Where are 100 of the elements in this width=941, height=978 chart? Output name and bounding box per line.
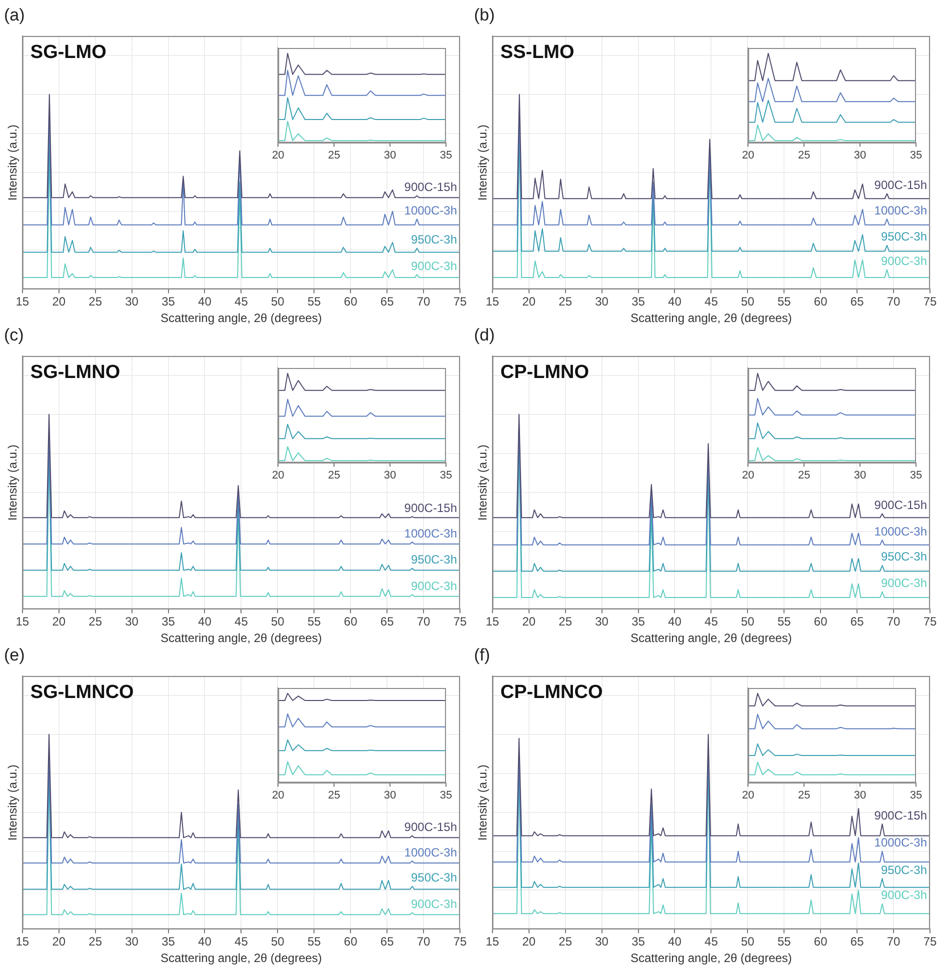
chart-subtitle: SS-LMO xyxy=(500,42,574,64)
x-tick-label: 50 xyxy=(270,294,285,309)
x-tick-label: 20 xyxy=(272,149,284,162)
x-tick-label: 25 xyxy=(798,469,810,482)
x-tick-label: 50 xyxy=(270,934,285,949)
x-tick-label: 60 xyxy=(814,614,828,629)
x-tick-label: 55 xyxy=(307,294,322,309)
y-axis-title: Intensity (a.u.) xyxy=(476,444,490,521)
x-tick-label: 25 xyxy=(328,469,340,482)
x-tick-label: 45 xyxy=(234,294,248,309)
series-label: 900C-3h xyxy=(880,576,927,590)
x-tick-label: 55 xyxy=(777,614,792,629)
x-tick-label: 25 xyxy=(88,934,102,949)
x-tick-label: 45 xyxy=(704,934,718,949)
x-tick-label: 25 xyxy=(558,294,572,309)
x-tick-label: 20 xyxy=(272,789,284,802)
chart-title: (a) xyxy=(4,6,25,25)
series-label: 900C-3h xyxy=(880,254,927,268)
x-tick-label: 40 xyxy=(198,934,212,949)
chart-title: (d) xyxy=(474,326,495,345)
x-tick-label: 65 xyxy=(380,934,394,949)
x-tick-label: 65 xyxy=(380,614,394,629)
x-tick-label: 15 xyxy=(486,614,500,629)
x-tick-label: 55 xyxy=(777,934,792,949)
y-axis-title: Intensity (a.u.) xyxy=(6,124,20,201)
x-tick-label: 70 xyxy=(886,614,901,629)
x-tick-label: 30 xyxy=(384,469,396,482)
chart-subtitle: CP-LMNCO xyxy=(500,682,603,704)
x-tick-label: 35 xyxy=(440,149,452,162)
x-tick-label: 15 xyxy=(16,934,30,949)
x-tick-label: 35 xyxy=(632,934,646,949)
series-label: 900C-15h xyxy=(874,178,927,192)
x-tick-label: 35 xyxy=(632,614,646,629)
series-label: 900C-15h xyxy=(874,808,927,822)
x-tick-label: 40 xyxy=(668,614,682,629)
x-tick-label: 20 xyxy=(522,934,536,949)
x-tick-label: 40 xyxy=(668,294,682,309)
x-tick-label: 25 xyxy=(88,614,102,629)
x-tick-label: 50 xyxy=(740,294,755,309)
x-axis-title: Scattering angle, 2θ (degrees) xyxy=(160,311,322,326)
x-tick-label: 55 xyxy=(307,934,322,949)
chart-title: (f) xyxy=(474,646,490,665)
series-label: 950C-3h xyxy=(410,870,457,885)
x-tick-label: 35 xyxy=(632,294,646,309)
x-tick-label: 25 xyxy=(88,294,102,309)
chart-subtitle: CP-LMNO xyxy=(500,362,590,384)
x-tick-label: 30 xyxy=(125,294,139,309)
series-label: 950C-3h xyxy=(880,550,927,564)
x-tick-label: 35 xyxy=(910,149,922,162)
x-axis-title: Scattering angle, 2θ (degrees) xyxy=(160,951,322,966)
series-label: 900C-3h xyxy=(880,888,927,902)
x-tick-label: 75 xyxy=(453,614,467,629)
x-tick-label: 20 xyxy=(272,469,284,482)
x-tick-label: 30 xyxy=(854,789,866,802)
series-label: 950C-3h xyxy=(410,552,457,567)
x-tick-label: 45 xyxy=(704,294,718,309)
x-tick-label: 40 xyxy=(668,934,682,949)
x-tick-label: 30 xyxy=(125,614,139,629)
x-tick-label: 30 xyxy=(595,294,609,309)
x-tick-label: 70 xyxy=(416,934,431,949)
x-tick-label: 65 xyxy=(850,934,864,949)
x-tick-label: 20 xyxy=(52,614,66,629)
series-label: 1000C-3h xyxy=(874,524,927,538)
x-tick-label: 75 xyxy=(923,934,937,949)
x-axis-title: Scattering angle, 2θ (degrees) xyxy=(630,951,792,966)
x-tick-label: 15 xyxy=(16,614,30,629)
x-tick-label: 60 xyxy=(344,294,358,309)
x-tick-label: 30 xyxy=(595,614,609,629)
x-tick-label: 40 xyxy=(198,294,212,309)
x-tick-label: 15 xyxy=(16,294,30,309)
series-label: 1000C-3h xyxy=(874,836,927,850)
x-tick-label: 25 xyxy=(328,789,340,802)
series-label: 950C-3h xyxy=(880,230,927,244)
x-tick-label: 25 xyxy=(798,149,810,162)
x-tick-label: 75 xyxy=(923,614,937,629)
y-axis-title: Intensity (a.u.) xyxy=(6,764,20,841)
y-axis-title: Intensity (a.u.) xyxy=(6,444,20,521)
x-tick-label: 20 xyxy=(522,294,536,309)
x-tick-label: 25 xyxy=(558,934,572,949)
chart-subtitle: SG-LMNO xyxy=(30,362,120,384)
y-axis-title: Intensity (a.u.) xyxy=(476,764,490,841)
x-tick-label: 30 xyxy=(854,469,866,482)
x-tick-label: 30 xyxy=(125,934,139,949)
x-tick-label: 35 xyxy=(910,469,922,482)
x-tick-label: 60 xyxy=(814,294,828,309)
chart-subtitle: SG-LMNCO xyxy=(30,682,134,704)
x-tick-label: 50 xyxy=(740,614,755,629)
x-tick-label: 35 xyxy=(162,294,176,309)
x-tick-label: 25 xyxy=(328,149,340,162)
x-tick-label: 60 xyxy=(814,934,828,949)
x-tick-label: 25 xyxy=(798,789,810,802)
x-tick-label: 45 xyxy=(234,614,248,629)
series-label: 900C-15h xyxy=(404,820,457,834)
x-tick-label: 60 xyxy=(344,614,358,629)
x-tick-label: 40 xyxy=(198,614,212,629)
x-tick-label: 65 xyxy=(380,294,394,309)
x-tick-label: 60 xyxy=(344,934,358,949)
x-tick-label: 50 xyxy=(270,614,285,629)
x-axis-title: Scattering angle, 2θ (degrees) xyxy=(630,311,792,326)
series-label: 900C-3h xyxy=(410,578,457,593)
